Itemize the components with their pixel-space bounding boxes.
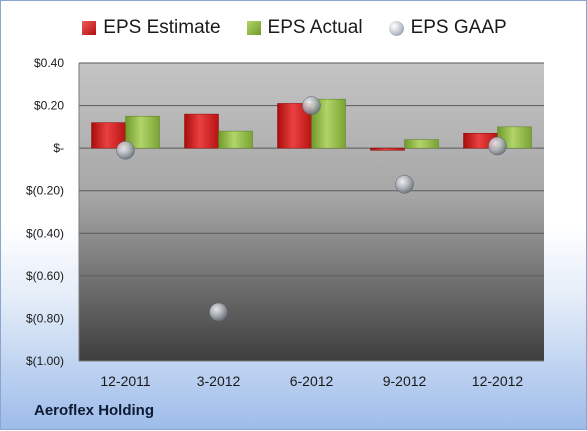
point-eps-gaap [488,136,507,156]
y-tick-label: $(0.40) [26,226,64,240]
y-tick-label: $0.40 [34,56,64,70]
legend: EPS Estimate EPS Actual EPS GAAP [1,17,587,39]
bar-eps-estimate [91,122,126,149]
legend-item-estimate: EPS Estimate [82,17,221,39]
x-tick-label: 9-2012 [383,373,427,389]
y-tick-label: $- [53,141,64,155]
x-tick-label: 3-2012 [197,373,241,389]
bar-eps-estimate [184,113,219,149]
legend-label-actual: EPS Actual [267,17,363,38]
legend-label-gaap: EPS GAAP [410,17,507,38]
bar-eps-actual [125,115,160,149]
bar-eps-estimate [370,147,405,151]
legend-swatch-estimate [82,21,97,35]
legend-swatch-actual [246,21,261,35]
x-tick-label: 12-2012 [472,373,524,389]
point-eps-gaap [302,96,321,115]
legend-label-estimate: EPS Estimate [103,17,221,38]
legend-item-actual: EPS Actual [246,17,363,39]
legend-swatch-gaap [388,20,404,36]
x-tick-label: 12-2011 [100,373,151,389]
point-eps-gaap [209,302,228,322]
y-tick-label: $0.20 [34,99,64,113]
point-eps-gaap [116,141,135,160]
y-tick-label: $(0.60) [26,269,64,283]
point-eps-gaap [395,175,414,194]
bar-eps-actual [218,130,253,149]
company-name: Aeroflex Holding [34,402,155,419]
y-tick-label: $(1.00) [26,354,64,368]
x-tick-label: 6-2012 [290,373,334,389]
legend-item-gaap: EPS GAAP [388,17,507,39]
bar-eps-actual [404,139,439,149]
y-tick-label: $(0.20) [26,184,64,198]
y-tick-label: $(0.80) [26,311,64,325]
